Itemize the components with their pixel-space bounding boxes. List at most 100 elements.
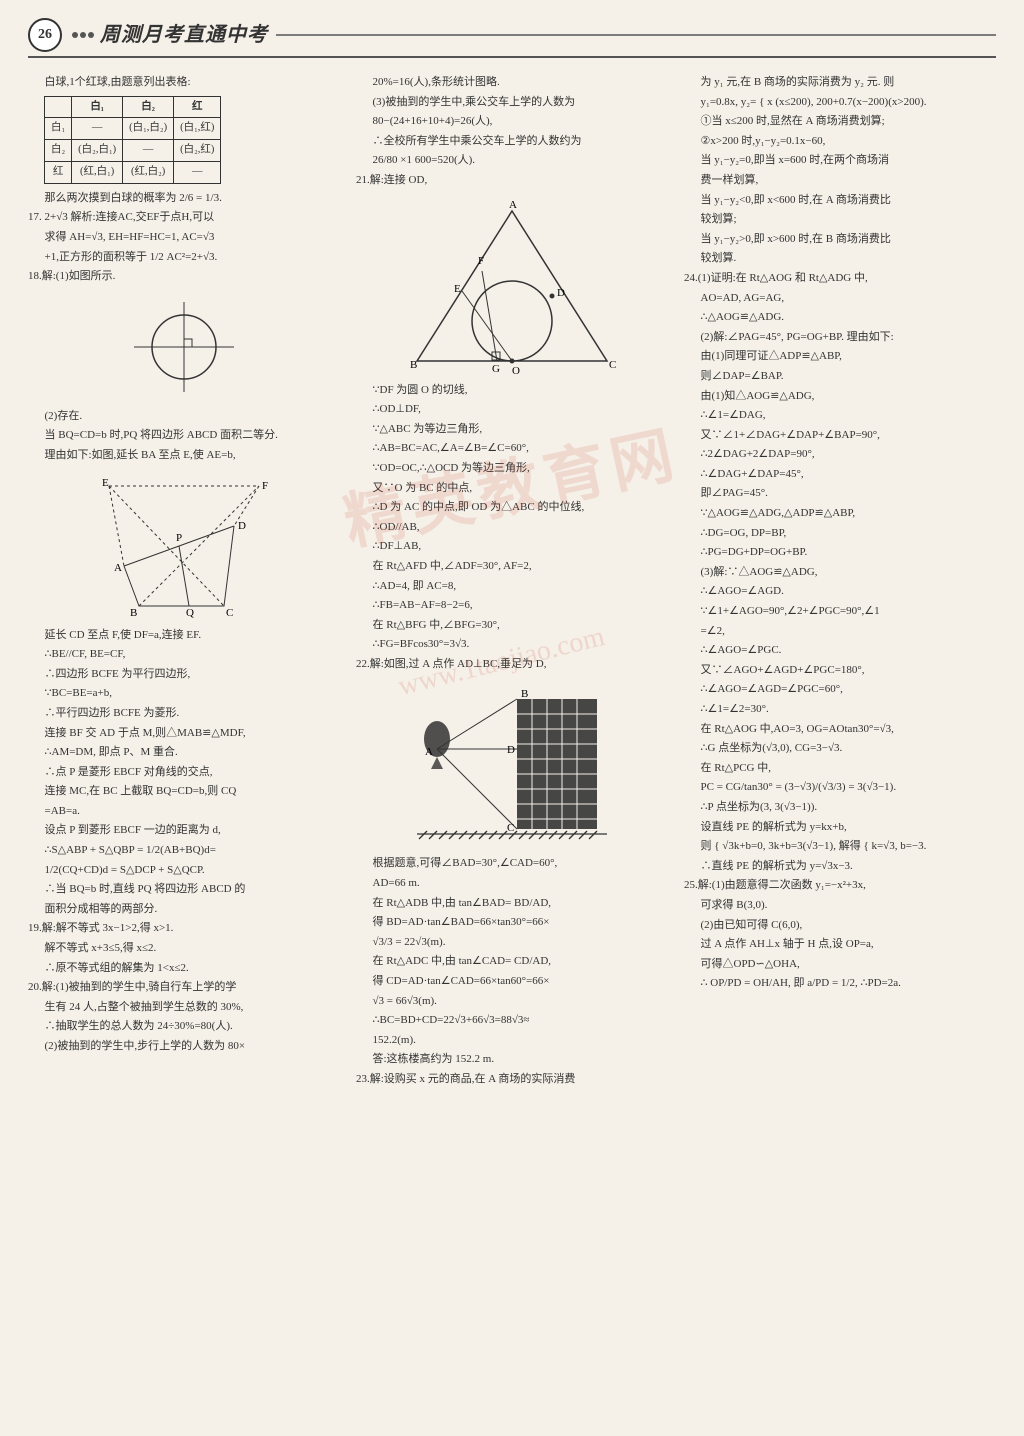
text: (3)被抽到的学生中,乘公交车上学的人数为 (356, 94, 668, 112)
text: 得 BD=AD·tan∠BAD=66×tan30°=66× (356, 914, 668, 932)
text: ∴直线 PE 的解析式为 y=√3x−3. (684, 858, 996, 876)
td: (白₂,红) (174, 140, 221, 162)
td: 白₁ (45, 118, 72, 140)
text: 又∵∠1+∠DAG+∠DAP+∠BAP=90°, (684, 427, 996, 445)
text: 则∠DAP=∠BAP. (684, 368, 996, 386)
text: ∵DF 为圆 O 的切线, (356, 382, 668, 400)
text: PC = CG/tan30° = (3−√3)/(√3/3) = 3(√3−1)… (684, 779, 996, 797)
text: 26/80 ×1 600=520(人). (356, 152, 668, 170)
svg-text:O: O (512, 365, 520, 376)
text: 较划算. (684, 250, 996, 268)
svg-text:C: C (609, 359, 616, 371)
text: ①当 x≤200 时,显然在 A 商场消费划算; (684, 113, 996, 131)
text: 费一样划算, (684, 172, 996, 190)
td: — (174, 161, 221, 183)
text: ∴AB=BC=AC,∠A=∠B=∠C=60°, (356, 440, 668, 458)
text: ∴抽取学生的总人数为 24÷30%=80(人). (28, 1018, 340, 1036)
text: 延长 CD 至点 F,使 DF=a,连接 EF. (28, 627, 340, 645)
text: 即∠PAG=45°. (684, 485, 996, 503)
svg-text:E: E (454, 283, 461, 295)
text: 连接 MC,在 BC 上截取 BQ=CD=b,则 CQ (28, 783, 340, 801)
text: 152.2(m). (356, 1032, 668, 1050)
text: 17. 2+√3 解析:连接AC,交EF于点H,可以 (28, 209, 340, 227)
text: 80−(24+16+10+4)=26(人), (356, 113, 668, 131)
text: 19.解:解不等式 3x−1>2,得 x>1. (28, 920, 340, 938)
text: +1,正方形的面积等于 1/2 AC²=2+√3. (28, 249, 340, 267)
svg-text:A: A (114, 562, 122, 574)
text: ∴ OP/PD = OH/AH, 即 a/PD = 1/2, ∴PD=2a. (684, 975, 996, 993)
text: ∴DF⊥AB, (356, 538, 668, 556)
svg-text:B: B (410, 359, 417, 371)
text: y₁=0.8x, y₂= { x (x≤200), 200+0.7(x−200)… (684, 94, 996, 112)
text: 较划算; (684, 211, 996, 229)
content-columns: 白球,1个红球,由题意列出表格: 白₁ 白₂ 红 白₁ — (白₁,白₂) (白… (28, 72, 996, 1091)
text: ∴△AOG≌△ADG. (684, 309, 996, 327)
text: 在 Rt△ADB 中,由 tan∠BAD= BD/AD, (356, 895, 668, 913)
svg-text:D: D (507, 744, 515, 756)
text: √3 = 66√3(m). (356, 993, 668, 1011)
text: 21.解:连接 OD, (356, 172, 668, 190)
triangle-circle-figure: A F E D B G O C (402, 196, 622, 376)
text: 由(1)同理可证△ADP≌△ABP, (684, 348, 996, 366)
text: 得 CD=AD·tan∠CAD=66×tan60°=66× (356, 973, 668, 991)
decorative-dots (72, 32, 94, 38)
svg-text:F: F (478, 255, 484, 267)
text: ∴FB=AB−AF=8−2=6, (356, 597, 668, 615)
text: ∵BC=BE=a+b, (28, 685, 340, 703)
td: (白₂,白₁) (72, 140, 123, 162)
text: ∴BC=BD+CD=22√3+66√3=88√3≈ (356, 1012, 668, 1030)
text: 当 y₁−y₂=0,即当 x=600 时,在两个商场消 (684, 152, 996, 170)
td: (白₁,红) (174, 118, 221, 140)
text: 在 Rt△PCG 中, (684, 760, 996, 778)
svg-text:C: C (507, 822, 514, 834)
page-number-badge: 26 (28, 18, 62, 52)
text: ∴当 BQ=b 时,直线 PQ 将四边形 ABCD 的 (28, 881, 340, 899)
text: 20.解:(1)被抽到的学生中,骑自行车上学的学 (28, 979, 340, 997)
text: ∴AD=4, 即 AC=8, (356, 578, 668, 596)
th: 白₁ (72, 96, 123, 118)
page-title: 周测月考直通中考 (100, 19, 268, 51)
text: ∴G 点坐标为(√3,0), CG=3−√3. (684, 740, 996, 758)
text: ∴全校所有学生中乘公交车上学的人数约为 (356, 133, 668, 151)
td: (红,白₂) (123, 161, 174, 183)
text: 可求得 B(3,0). (684, 897, 996, 915)
svg-text:B: B (521, 688, 528, 700)
column-1: 白球,1个红球,由题意列出表格: 白₁ 白₂ 红 白₁ — (白₁,白₂) (白… (28, 72, 340, 1091)
text: 24.(1)证明:在 Rt△AOG 和 Rt△ADG 中, (684, 270, 996, 288)
svg-text:D: D (557, 287, 565, 299)
text: 理由如下:如图,延长 BA 至点 E,使 AE=b, (28, 447, 340, 465)
svg-text:F: F (262, 480, 268, 492)
th: 白₂ (123, 96, 174, 118)
text: 在 Rt△BFG 中,∠BFG=30°, (356, 617, 668, 635)
text: ∴OD⊥DF, (356, 401, 668, 419)
quadrilateral-figure: E F A D P B Q C (84, 471, 284, 621)
text: √3/3 = 22√3(m). (356, 934, 668, 952)
td: (白₁,白₂) (123, 118, 174, 140)
svg-text:B: B (130, 607, 137, 619)
text: 生有 24 人,占整个被抽到学生总数的 30%, (28, 999, 340, 1017)
td: 白₂ (45, 140, 72, 162)
text: ∴BE//CF, BE=CF, (28, 646, 340, 664)
page-header: 26 周测月考直通中考 (28, 18, 996, 58)
svg-text:E: E (102, 477, 109, 489)
text: 在 Rt△AFD 中,∠ADF=30°, AF=2, (356, 558, 668, 576)
column-3: 为 y₁ 元,在 B 商场的实际消费为 y₂ 元. 则 y₁=0.8x, y₂=… (684, 72, 996, 1091)
text: 设点 P 到菱形 EBCF 一边的距离为 d, (28, 822, 340, 840)
text: 在 Rt△ADC 中,由 tan∠CAD= CD/AD, (356, 953, 668, 971)
text: 则 { √3k+b=0, 3k+b=3(√3−1), 解得 { k=√3, b=… (684, 838, 996, 856)
text: 答:这栋楼高约为 152.2 m. (356, 1051, 668, 1069)
text: ∴AM=DM, 即点 P、M 重合. (28, 744, 340, 762)
td: 红 (45, 161, 72, 183)
td: (红,白₁) (72, 161, 123, 183)
text: ∴∠AGO=∠AGD=∠PGC=60°, (684, 681, 996, 699)
text: ∴∠AGO=∠AGD. (684, 583, 996, 601)
svg-text:C: C (226, 607, 233, 619)
text: ∵∠1+∠AGO=90°,∠2+∠PGC=90°,∠1 (684, 603, 996, 621)
text: (2)被抽到的学生中,步行上学的人数为 80× (28, 1038, 340, 1056)
text: 由(1)知△AOG≌△ADG, (684, 388, 996, 406)
probability-table: 白₁ 白₂ 红 白₁ — (白₁,白₂) (白₁,红) 白₂ (白₂,白₁) —… (44, 96, 221, 184)
text: ∴∠AGO=∠PGC. (684, 642, 996, 660)
text: 白球,1个红球,由题意列出表格: (28, 74, 340, 92)
text: 18.解:(1)如图所示. (28, 268, 340, 286)
header-rule (276, 34, 996, 36)
